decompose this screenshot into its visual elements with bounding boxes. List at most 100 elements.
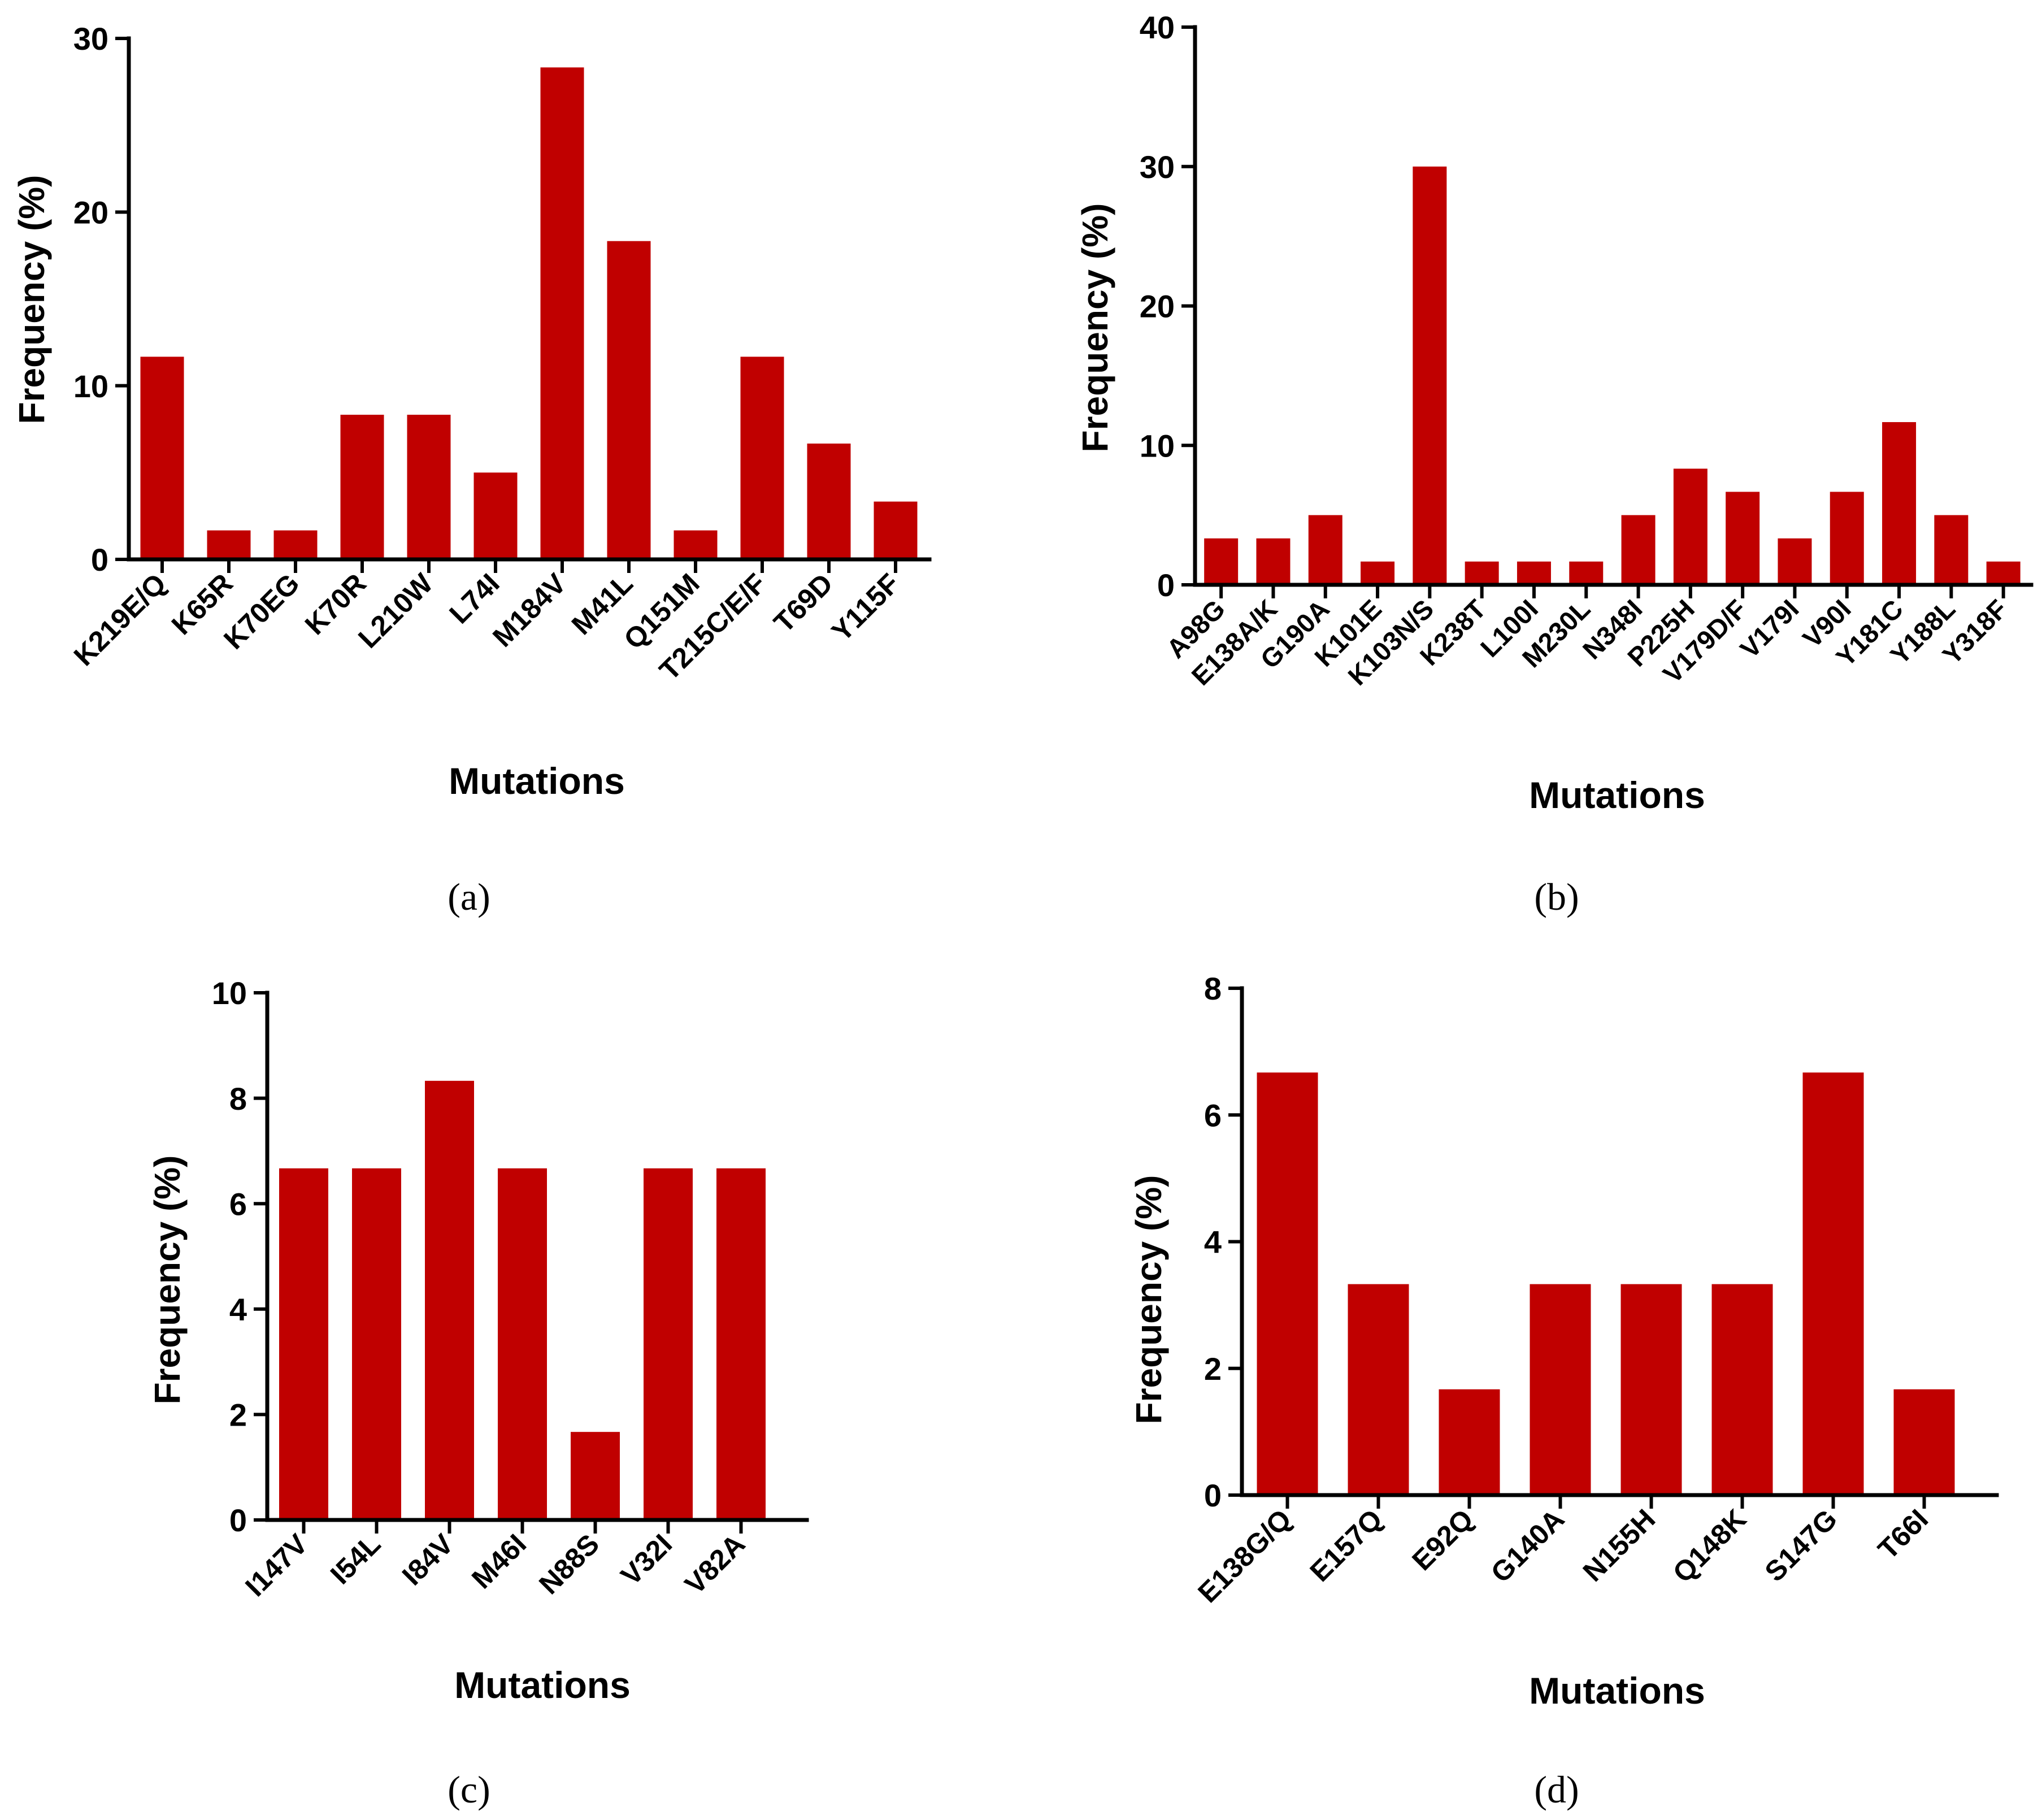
bar [644,1168,693,1520]
y-tick-label: 0 [1204,1478,1222,1513]
x-tick-label: M184V [486,567,572,653]
panel-caption: (a) [447,875,490,918]
bar [1439,1389,1500,1495]
bar [407,414,451,559]
y-tick-label: 0 [91,542,108,577]
y-tick-label: 4 [229,1292,247,1327]
y-tick-label: 2 [1204,1351,1222,1387]
panel-caption: (c) [447,1768,490,1811]
bar [1621,515,1656,585]
x-axis-label: Mutations [449,760,625,802]
bar [874,501,918,559]
y-tick-label: 30 [73,21,108,57]
bar [1802,1072,1864,1495]
bar [207,530,251,559]
panel-caption: (d) [1534,1768,1579,1811]
bar [1348,1284,1409,1495]
bar [1204,538,1239,585]
bar [1517,561,1551,585]
x-tick-label: V179I [1734,594,1804,664]
chart-panel-c: Frequency (%) Mutations (c) 0 2 4 6 8 10 I147V… [147,975,809,1811]
x-tick-label: I84V [396,1528,460,1592]
bar [1530,1284,1591,1495]
x-tick-label: N155H [1577,1503,1662,1588]
bar [1711,1284,1773,1495]
x-tick-label: K70EG [218,567,306,655]
x-axis-label: Mutations [454,1664,631,1706]
y-tick-label: 20 [73,194,108,230]
y-axis-label: Frequency (%) [11,175,52,424]
bar [1893,1389,1955,1495]
x-tick-label: V82A [679,1528,751,1600]
bar [1778,538,1812,585]
bar [1673,468,1708,585]
bar [1413,166,1447,585]
x-tick-label: T66I [1872,1503,1934,1565]
x-tick-label: V32I [615,1528,678,1591]
bar [425,1080,474,1520]
y-axis-label: Frequency (%) [1128,1175,1169,1424]
bar [1882,422,1917,585]
bar [807,444,851,559]
y-tick-label: 20 [1140,289,1175,324]
y-tick-label: 8 [1204,971,1222,1006]
x-tick-label: E138G/Q [1192,1503,1297,1609]
y-tick-label: 6 [1204,1097,1222,1133]
bar [1257,1072,1318,1495]
chart-panel-a: Frequency (%) Mutations (a) 0 10 20 30 K219E… [11,21,932,918]
bar [1620,1284,1682,1495]
y-tick-label: 10 [1140,428,1175,463]
bar [1986,561,2021,585]
chart-panel-d: Frequency (%) Mutations (d) 0 2 4 6 8 E138G/Q… [1128,971,1999,1811]
x-tick-label: M46I [466,1528,532,1595]
bar [540,67,584,560]
bar [498,1168,547,1520]
y-tick-label: 10 [212,975,247,1011]
bar [716,1168,766,1520]
x-tick-label: Q148K [1667,1503,1753,1589]
bar [1569,561,1604,585]
x-tick-label: K219E/Q [68,567,172,672]
y-tick-label: 4 [1204,1224,1222,1260]
x-axis-label: Mutations [1529,1670,1705,1712]
bar [674,530,718,559]
y-tick-label: 8 [229,1081,247,1117]
x-tick-label: N88S [533,1528,605,1600]
x-tick-label: S147G [1759,1503,1844,1588]
bar [1830,492,1864,585]
x-tick-label: I54L [324,1528,386,1590]
bar [1361,561,1395,585]
bar [140,357,184,559]
y-axis-label: Frequency (%) [147,1156,188,1405]
x-tick-label: E157Q [1304,1503,1389,1588]
x-tick-label: I147V [239,1528,314,1602]
x-tick-label: Y115F [826,567,906,648]
x-tick-label: G140A [1485,1503,1571,1589]
bar [273,530,318,559]
x-tick-label: L210W [352,567,439,654]
bar [607,241,651,560]
bar [571,1432,620,1520]
bar [279,1168,328,1520]
y-tick-label: 2 [229,1397,247,1433]
y-axis-label: Frequency (%) [1075,203,1115,453]
bar [1256,538,1291,585]
x-axis-label: Mutations [1529,774,1705,816]
y-tick-label: 0 [229,1502,247,1538]
y-tick-label: 0 [1157,567,1175,603]
panel-caption: (b) [1534,875,1579,918]
bar [1934,515,1969,585]
bar [340,414,384,559]
bar [473,472,518,559]
y-tick-label: 30 [1140,149,1175,185]
bar [1726,492,1760,585]
y-tick-label: 6 [229,1186,247,1222]
chart-panel-b: Frequency (%) Mutations (b) 010203040A98… [1075,10,2034,918]
bar [1465,561,1499,585]
y-tick-label: 40 [1140,10,1175,45]
bar [740,357,784,559]
x-tick-label: E92Q [1406,1503,1479,1576]
bar [352,1168,401,1520]
bar [1308,515,1342,585]
